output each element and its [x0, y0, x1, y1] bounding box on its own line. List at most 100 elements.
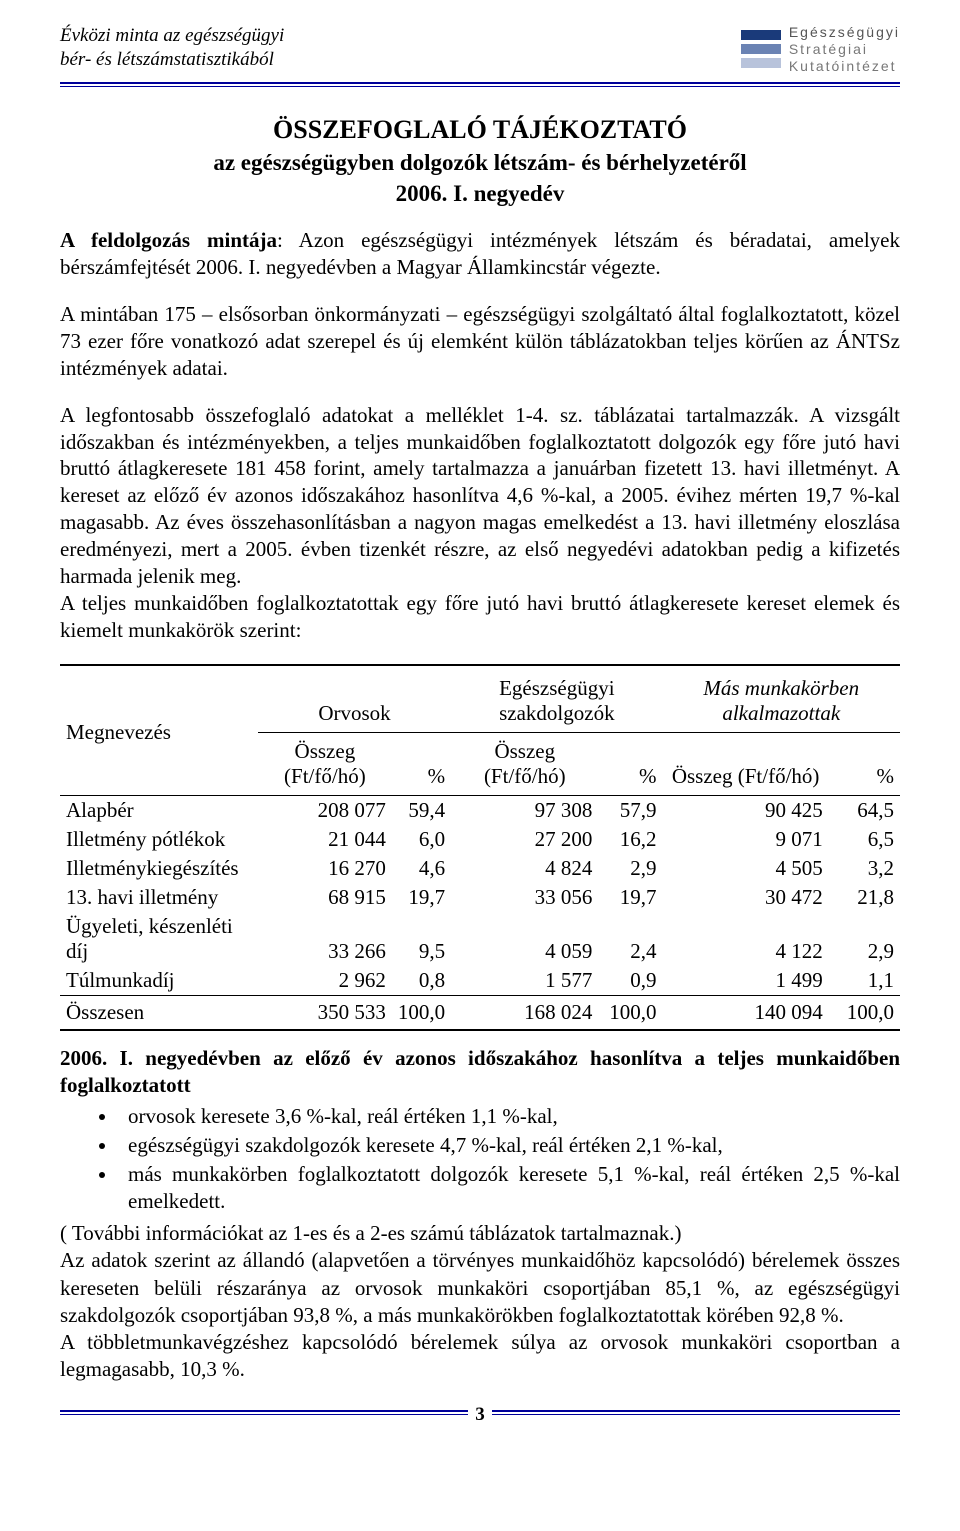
logo-text-3: Kutatóintézet [789, 58, 900, 75]
cell-p3: 100,0 [829, 995, 900, 1030]
cell-p1: 100,0 [392, 995, 451, 1030]
cell-v2: 1 577 [451, 966, 598, 996]
cell-p2: 16,2 [598, 825, 662, 854]
logo-bar-1 [741, 30, 781, 40]
cell-label: 13. havi illetmény [60, 883, 258, 912]
cell-label: Alapbér [60, 795, 258, 825]
logo-bar-2 [741, 44, 781, 54]
cell-v1: 350 533 [258, 995, 392, 1030]
title-line2: az egészségügyben dolgozók létszám- és b… [60, 147, 900, 178]
table-row: Alapbér208 07759,497 30857,990 42564,5 [60, 795, 900, 825]
cell-p1: 0,8 [392, 966, 451, 996]
sub-pct-3: % [829, 732, 900, 795]
after-p4: ( További információkat az 1-es és a 2-e… [60, 1220, 900, 1247]
cell-p1: 6,0 [392, 825, 451, 854]
cell-p2: 0,9 [598, 966, 662, 996]
sub-osszeg-3: Összeg (Ft/fő/hó) [663, 732, 829, 795]
colgrp-orvosok: Orvosok [258, 665, 451, 733]
after-p5: Az adatok szerint az állandó (alapvetően… [60, 1247, 900, 1329]
cell-p2: 19,7 [598, 883, 662, 912]
cell-v1: 21 044 [258, 825, 392, 854]
cell-v3: 140 094 [663, 995, 829, 1030]
paragraph-3b: A teljes munkaidőben foglalkoztatottak e… [60, 590, 900, 644]
header-title: Évközi minta az egészségügyi bér- és lét… [60, 24, 284, 72]
cell-p2: 2,9 [598, 854, 662, 883]
logo-text: Egészségügyi Stratégiai Kutatóintézet [789, 24, 900, 74]
table-row: Illetménykiegészítés16 2704,64 8242,94 5… [60, 854, 900, 883]
cell-v1: 2 962 [258, 966, 392, 996]
table-row: Illetmény pótlékok21 0446,027 20016,29 0… [60, 825, 900, 854]
cell-p3: 64,5 [829, 795, 900, 825]
page-header: Évközi minta az egészségügyi bér- és lét… [60, 24, 900, 80]
table-body: Alapbér208 07759,497 30857,990 42564,5 I… [60, 795, 900, 1030]
title-block: ÖSSZEFOGLALÓ TÁJÉKOZTATÓ az egészségügyb… [60, 113, 900, 209]
bullet-list: orvosok keresete 3,6 %-kal, reál értéken… [60, 1103, 900, 1216]
table-row-total: Összesen350 533100,0168 024100,0140 0941… [60, 995, 900, 1030]
cell-v2: 97 308 [451, 795, 598, 825]
table-row: Túlmunkadíj2 9620,81 5770,91 4991,1 [60, 966, 900, 996]
cell-v3: 4 122 [663, 912, 829, 966]
cell-v2: 27 200 [451, 825, 598, 854]
list-item: más munkakörben foglalkoztatott dolgozók… [118, 1161, 900, 1216]
cell-p1: 19,7 [392, 883, 451, 912]
table-row: Ügyeleti, készenléti díj33 2669,54 0592,… [60, 912, 900, 966]
colgrp-mas: Más munkakörben alkalmazottak [663, 665, 901, 733]
title-line1: ÖSSZEFOGLALÓ TÁJÉKOZTATÓ [60, 113, 900, 147]
header-line2: bér- és létszámstatisztikából [60, 49, 274, 70]
sub-osszeg-1: Összeg (Ft/fő/hó) [258, 732, 392, 795]
logo-text-1: Egészségügyi [789, 24, 900, 41]
col-megnevezes: Megnevezés [60, 665, 258, 796]
cell-v3: 90 425 [663, 795, 829, 825]
page-number: 3 [468, 1404, 492, 1426]
para1-lead: A feldolgozás mintája [60, 228, 277, 252]
after-lead: 2006. I. negyedévben az előző év azonos … [60, 1045, 900, 1100]
cell-p1: 9,5 [392, 912, 451, 966]
title-line3: 2006. I. negyedév [60, 178, 900, 209]
header-rule-thin [60, 86, 900, 87]
cell-v3: 1 499 [663, 966, 829, 996]
document-page: Évközi minta az egészségügyi bér- és lét… [0, 0, 960, 1466]
header-rule-thick [60, 82, 900, 84]
cell-p2: 2,4 [598, 912, 662, 966]
cell-v1: 208 077 [258, 795, 392, 825]
cell-p3: 21,8 [829, 883, 900, 912]
after-block: 2006. I. negyedévben az előző év azonos … [60, 1045, 900, 1384]
after-p6: A többletmunkavégzéshez kapcsolódó bérel… [60, 1329, 900, 1384]
cell-v1: 68 915 [258, 883, 392, 912]
cell-label: Ügyeleti, készenléti díj [60, 912, 258, 966]
cell-label: Illetménykiegészítés [60, 854, 258, 883]
table-row: 13. havi illetmény68 91519,733 05619,730… [60, 883, 900, 912]
earnings-table: Megnevezés Orvosok Egészségügyi szakdolg… [60, 664, 900, 1031]
footer: 3 [60, 1410, 900, 1426]
cell-v3: 4 505 [663, 854, 829, 883]
header-logo: Egészségügyi Stratégiai Kutatóintézet [741, 24, 900, 74]
cell-v2: 168 024 [451, 995, 598, 1030]
cell-p1: 59,4 [392, 795, 451, 825]
cell-v1: 16 270 [258, 854, 392, 883]
cell-v1: 33 266 [258, 912, 392, 966]
paragraph-2: A mintában 175 – elsősorban önkormányzat… [60, 301, 900, 382]
sub-pct-1: % [392, 732, 451, 795]
cell-p3: 3,2 [829, 854, 900, 883]
cell-label: Túlmunkadíj [60, 966, 258, 996]
cell-v2: 33 056 [451, 883, 598, 912]
logo-bars-icon [741, 30, 781, 68]
cell-v3: 30 472 [663, 883, 829, 912]
logo-bar-3 [741, 58, 781, 68]
paragraph-3: A legfontosabb összefoglaló adatokat a m… [60, 402, 900, 590]
header-line1: Évközi minta az egészségügyi [60, 25, 284, 46]
list-item: egészségügyi szakdolgozók keresete 4,7 %… [118, 1132, 900, 1160]
logo-text-2: Stratégiai [789, 41, 900, 58]
cell-p1: 4,6 [392, 854, 451, 883]
cell-v3: 9 071 [663, 825, 829, 854]
cell-label: Illetmény pótlékok [60, 825, 258, 854]
cell-v2: 4 824 [451, 854, 598, 883]
cell-p3: 1,1 [829, 966, 900, 996]
cell-p2: 100,0 [598, 995, 662, 1030]
paragraph-1: A feldolgozás mintája: Azon egészségügyi… [60, 227, 900, 281]
cell-label: Összesen [60, 995, 258, 1030]
cell-p3: 2,9 [829, 912, 900, 966]
sub-osszeg-2: Összeg (Ft/fő/hó) [451, 732, 598, 795]
cell-p3: 6,5 [829, 825, 900, 854]
colgrp-szak: Egészségügyi szakdolgozók [451, 665, 662, 733]
